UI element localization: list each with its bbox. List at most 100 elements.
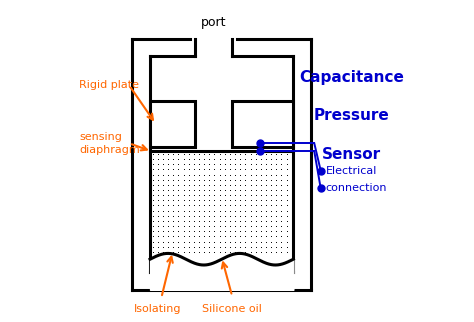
Point — [149, 213, 156, 218]
Point — [273, 198, 280, 203]
Point — [242, 156, 249, 162]
Point — [154, 193, 162, 198]
Point — [288, 162, 295, 167]
Point — [174, 239, 182, 244]
Point — [278, 229, 285, 234]
Point — [231, 203, 239, 208]
Point — [237, 193, 244, 198]
Point — [242, 234, 249, 239]
Point — [149, 182, 156, 187]
Point — [288, 229, 295, 234]
Point — [149, 193, 156, 198]
Point — [237, 182, 244, 187]
Point — [154, 203, 162, 208]
Point — [252, 244, 259, 249]
Point — [210, 244, 218, 249]
Point — [273, 203, 280, 208]
Point — [169, 244, 177, 249]
Point — [216, 249, 223, 254]
Point — [242, 162, 249, 167]
Point — [190, 156, 198, 162]
Point — [267, 218, 275, 223]
Point — [149, 167, 156, 172]
Point — [273, 213, 280, 218]
Point — [278, 156, 285, 162]
Text: Electrical: Electrical — [326, 166, 377, 176]
Point — [169, 177, 177, 182]
Point — [226, 151, 234, 156]
Point — [278, 208, 285, 213]
Point — [159, 249, 167, 254]
Point — [149, 156, 156, 162]
Point — [210, 198, 218, 203]
Point — [231, 239, 239, 244]
Point — [252, 239, 259, 244]
Point — [226, 167, 234, 172]
Point — [237, 151, 244, 156]
Point — [210, 229, 218, 234]
Text: port: port — [201, 16, 227, 29]
Point — [267, 182, 275, 187]
Point — [221, 162, 228, 167]
Point — [221, 187, 228, 193]
Point — [221, 182, 228, 187]
Point — [231, 218, 239, 223]
Point — [185, 249, 192, 254]
Point — [226, 162, 234, 167]
Point — [262, 239, 270, 244]
Point — [257, 156, 264, 162]
Point — [262, 193, 270, 198]
Point — [185, 213, 192, 218]
Text: connection: connection — [326, 183, 387, 194]
Point — [247, 187, 255, 193]
Point — [195, 213, 203, 218]
Point — [288, 177, 295, 182]
Point — [221, 223, 228, 229]
Point — [169, 234, 177, 239]
Point — [252, 182, 259, 187]
Point — [185, 172, 192, 177]
Point — [164, 167, 172, 172]
Point — [257, 249, 264, 254]
Point — [180, 182, 187, 187]
Point — [159, 218, 167, 223]
Point — [201, 234, 208, 239]
Point — [231, 208, 239, 213]
Point — [267, 177, 275, 182]
Point — [154, 177, 162, 182]
Bar — [232, 101, 293, 147]
Point — [195, 218, 203, 223]
Point — [180, 167, 187, 172]
Point — [278, 244, 285, 249]
Point — [169, 162, 177, 167]
Point — [273, 156, 280, 162]
Point — [195, 156, 203, 162]
Point — [278, 177, 285, 182]
Point — [278, 167, 285, 172]
Point — [206, 234, 213, 239]
Point — [195, 223, 203, 229]
Point — [216, 198, 223, 203]
Point — [242, 193, 249, 198]
Point — [174, 172, 182, 177]
Point — [257, 203, 264, 208]
Point — [257, 167, 264, 172]
Point — [278, 218, 285, 223]
Point — [226, 172, 234, 177]
Point — [180, 213, 187, 218]
Point — [226, 229, 234, 234]
Point — [221, 234, 228, 239]
Point — [190, 193, 198, 198]
Point — [273, 187, 280, 193]
Point — [154, 249, 162, 254]
Point — [195, 187, 203, 193]
Point — [242, 172, 249, 177]
Point — [252, 187, 259, 193]
Point — [267, 198, 275, 203]
Point — [231, 213, 239, 218]
Point — [231, 187, 239, 193]
Point — [267, 239, 275, 244]
Point — [278, 182, 285, 187]
Bar — [150, 101, 195, 147]
Point — [174, 223, 182, 229]
